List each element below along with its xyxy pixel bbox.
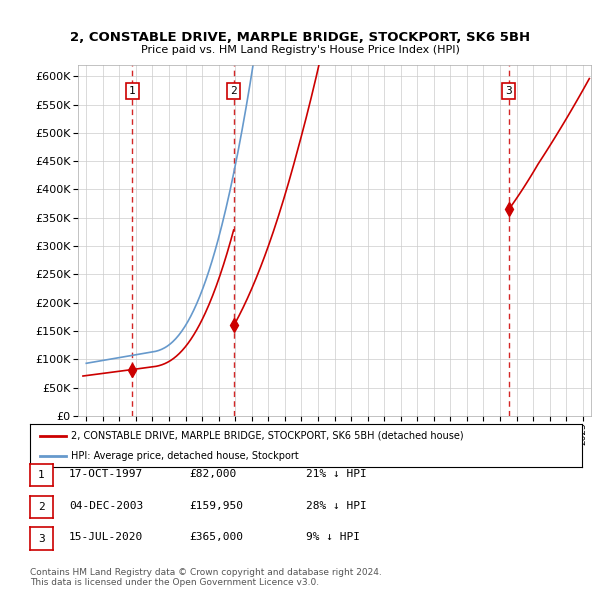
Text: 1: 1: [38, 470, 45, 480]
Text: 2, CONSTABLE DRIVE, MARPLE BRIDGE, STOCKPORT, SK6 5BH (detached house): 2, CONSTABLE DRIVE, MARPLE BRIDGE, STOCK…: [71, 431, 464, 441]
Text: 21% ↓ HPI: 21% ↓ HPI: [306, 469, 367, 478]
Text: Price paid vs. HM Land Registry's House Price Index (HPI): Price paid vs. HM Land Registry's House …: [140, 45, 460, 54]
Text: £159,950: £159,950: [189, 501, 243, 510]
Text: HPI: Average price, detached house, Stockport: HPI: Average price, detached house, Stoc…: [71, 451, 299, 461]
Text: 15-JUL-2020: 15-JUL-2020: [69, 533, 143, 542]
Text: 2: 2: [38, 502, 45, 512]
Text: 9% ↓ HPI: 9% ↓ HPI: [306, 533, 360, 542]
Text: This data is licensed under the Open Government Licence v3.0.: This data is licensed under the Open Gov…: [30, 578, 319, 588]
Text: 2: 2: [230, 86, 237, 96]
Text: 3: 3: [38, 534, 45, 543]
Text: 04-DEC-2003: 04-DEC-2003: [69, 501, 143, 510]
Text: £82,000: £82,000: [189, 469, 236, 478]
Text: 28% ↓ HPI: 28% ↓ HPI: [306, 501, 367, 510]
Text: 3: 3: [506, 86, 512, 96]
Text: Contains HM Land Registry data © Crown copyright and database right 2024.: Contains HM Land Registry data © Crown c…: [30, 568, 382, 577]
Text: 17-OCT-1997: 17-OCT-1997: [69, 469, 143, 478]
Text: £365,000: £365,000: [189, 533, 243, 542]
Text: 1: 1: [129, 86, 136, 96]
Text: 2, CONSTABLE DRIVE, MARPLE BRIDGE, STOCKPORT, SK6 5BH: 2, CONSTABLE DRIVE, MARPLE BRIDGE, STOCK…: [70, 31, 530, 44]
